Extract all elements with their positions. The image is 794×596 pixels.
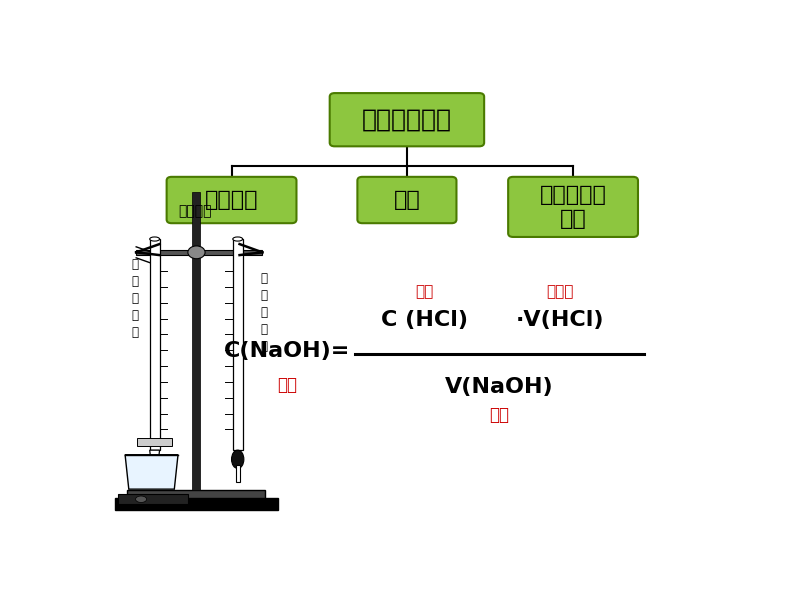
FancyBboxPatch shape: [357, 177, 457, 223]
Bar: [236, 465, 240, 482]
Text: 待测: 待测: [277, 376, 297, 394]
FancyBboxPatch shape: [167, 177, 296, 223]
Bar: [137, 438, 172, 446]
Bar: [150, 239, 160, 450]
Ellipse shape: [188, 246, 205, 259]
Text: 滴定: 滴定: [394, 190, 420, 210]
Text: 需测定: 需测定: [545, 284, 573, 299]
Ellipse shape: [232, 450, 244, 468]
FancyBboxPatch shape: [330, 93, 484, 147]
Ellipse shape: [233, 237, 243, 241]
Text: V(NaOH): V(NaOH): [445, 377, 553, 397]
Text: C(NaOH)=: C(NaOH)=: [224, 342, 350, 361]
Text: 已知: 已知: [415, 284, 434, 299]
Ellipse shape: [136, 496, 147, 502]
Polygon shape: [125, 455, 178, 489]
Text: 滴定管夹: 滴定管夹: [178, 204, 211, 219]
Text: ·V(HCl): ·V(HCl): [515, 311, 603, 330]
Text: 碱
式
滴
定
管: 碱 式 滴 定 管: [260, 272, 267, 353]
FancyBboxPatch shape: [508, 177, 638, 237]
Bar: [127, 490, 265, 498]
Bar: [137, 250, 262, 255]
Text: 中和滴定操作: 中和滴定操作: [362, 108, 452, 132]
Polygon shape: [150, 450, 160, 477]
Text: C (HCl): C (HCl): [380, 311, 468, 330]
Bar: [114, 498, 278, 510]
Text: 滴定准备: 滴定准备: [205, 190, 258, 210]
Ellipse shape: [150, 237, 160, 241]
Bar: [118, 494, 188, 504]
Bar: [233, 239, 243, 450]
Text: 图像、数据
处理: 图像、数据 处理: [540, 185, 607, 228]
Text: 酸
式
滴
定
管: 酸 式 滴 定 管: [132, 258, 138, 339]
Bar: [192, 192, 200, 490]
Text: 量取: 量取: [489, 406, 509, 424]
